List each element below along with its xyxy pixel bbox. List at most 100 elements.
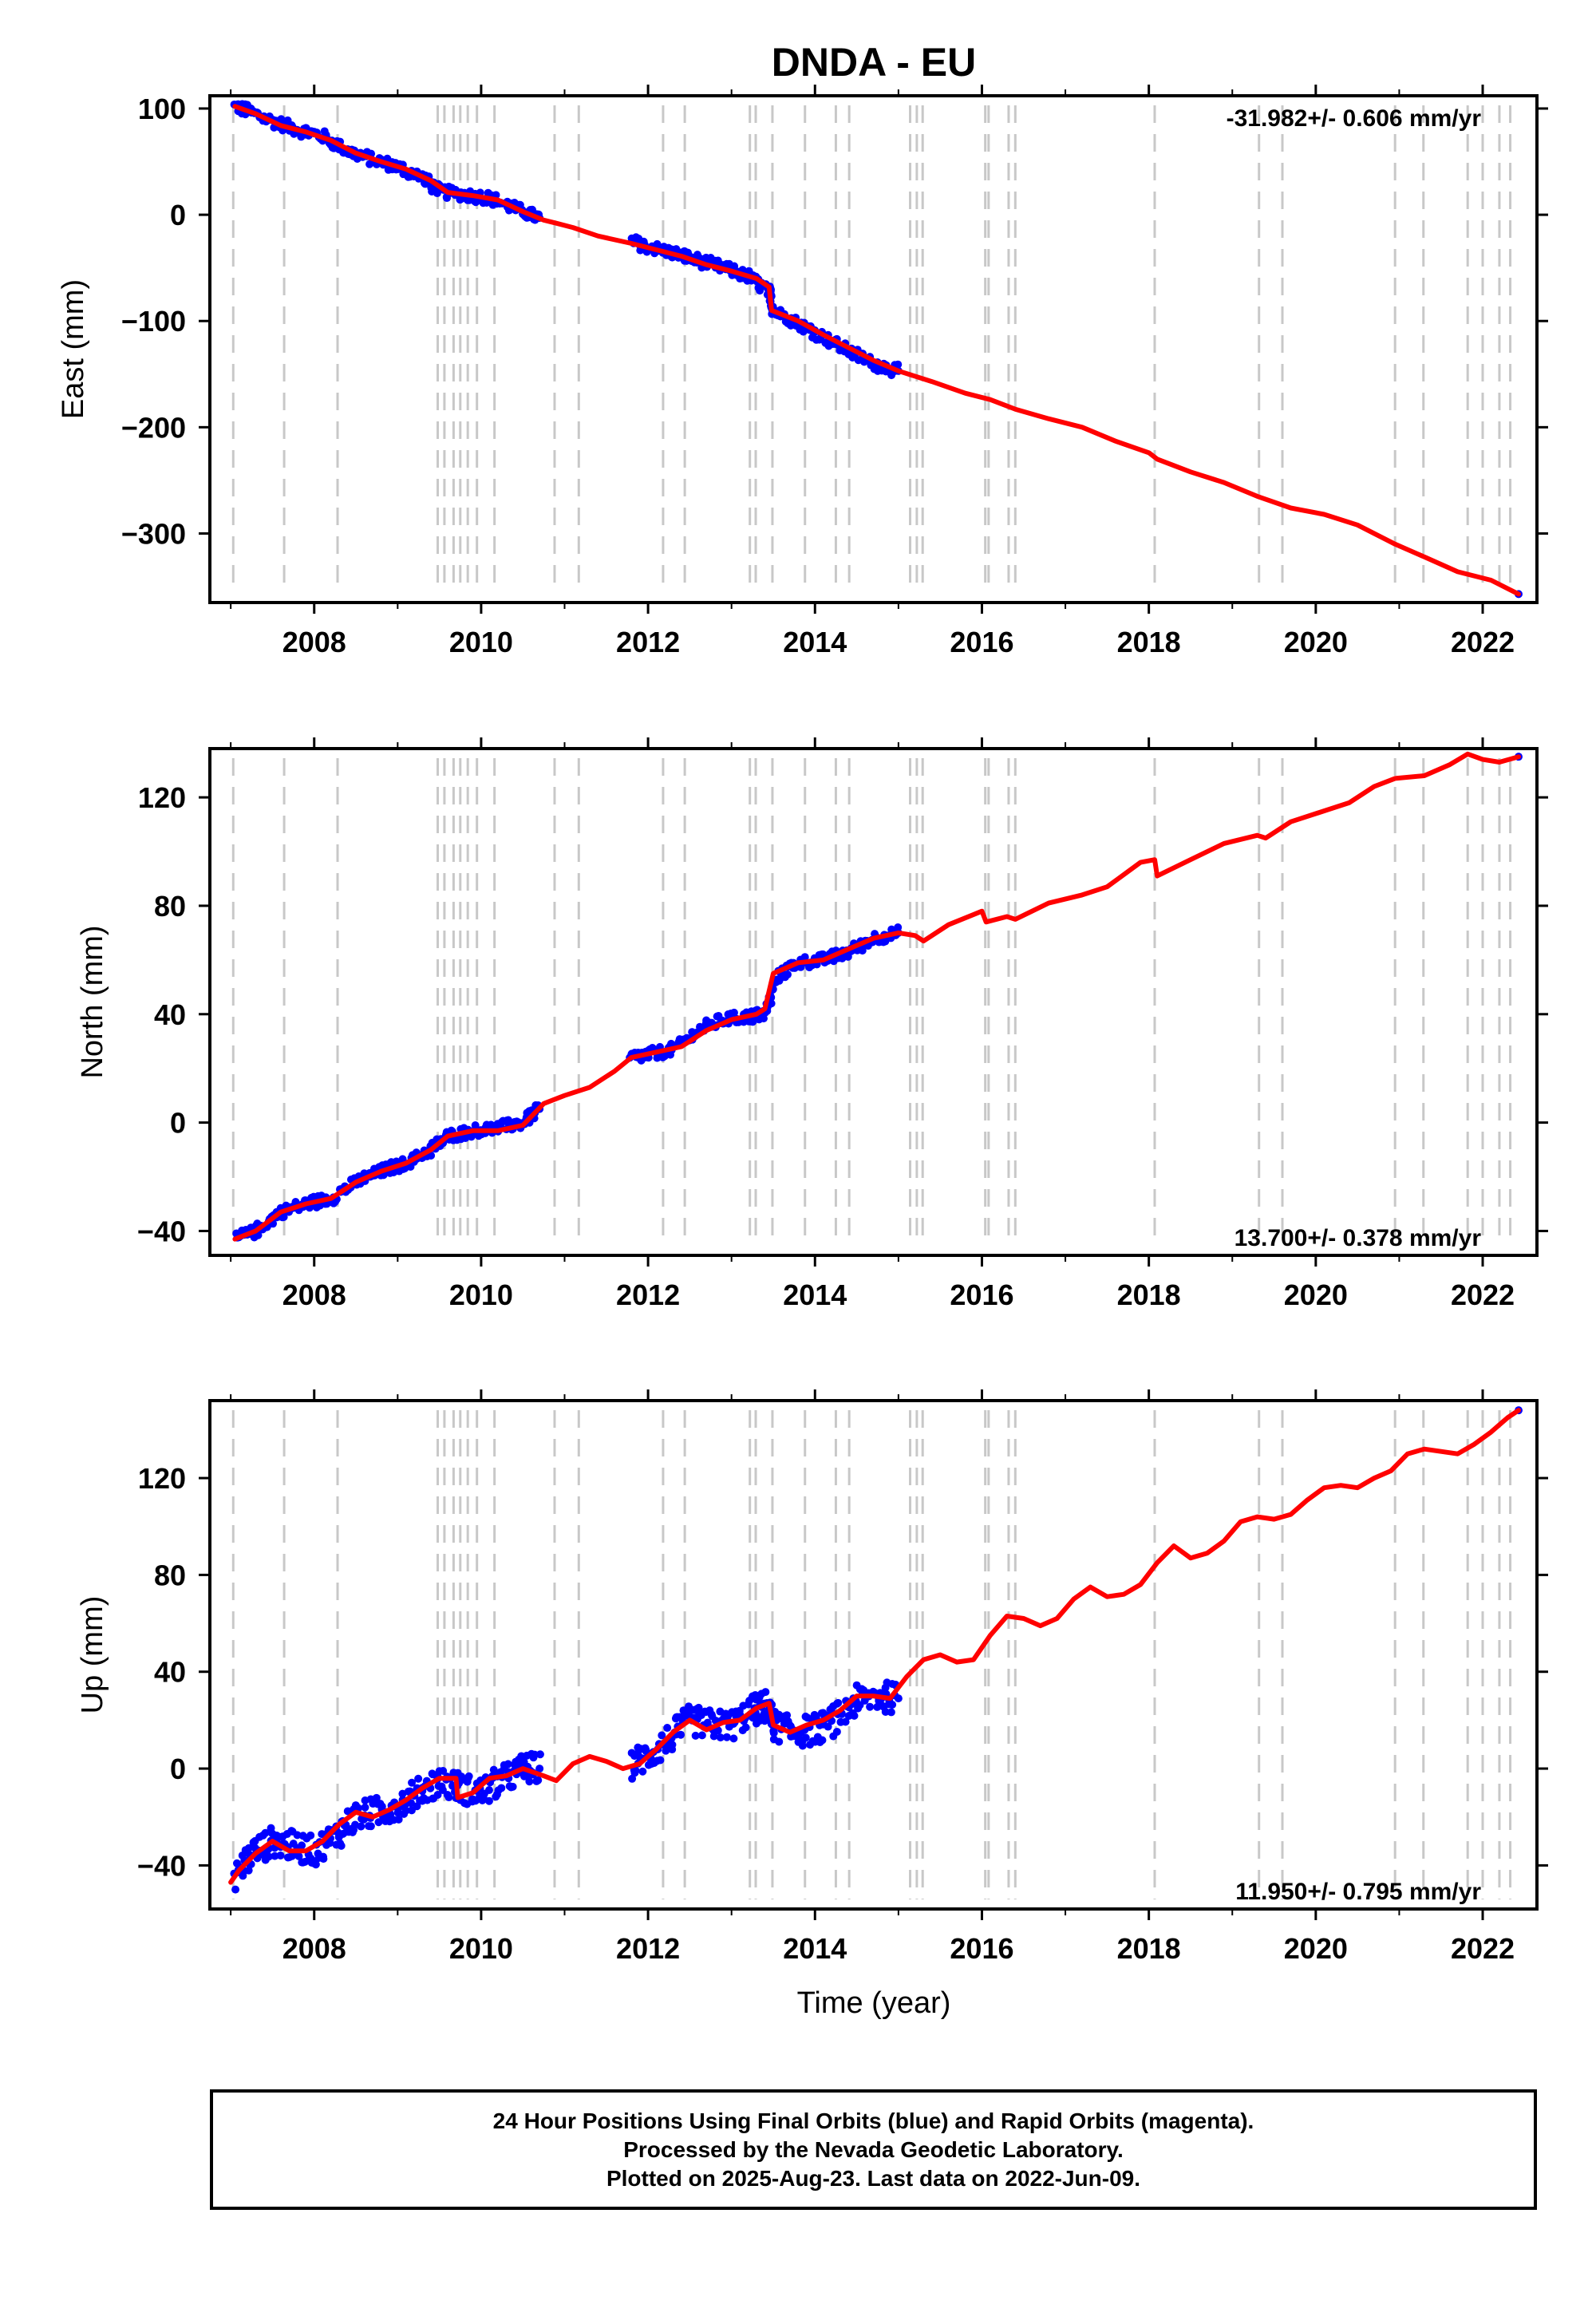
x-tick-label: 2018 <box>1117 1932 1181 1965</box>
final-orbit-point <box>818 950 827 958</box>
final-orbit-point <box>298 1841 306 1850</box>
final-orbit-point <box>769 1729 778 1737</box>
final-orbit-point <box>841 1717 850 1726</box>
panel-east: 2008 2010 2012 2014 2016 2018 2020 2022 100 0 −100… <box>57 85 1548 658</box>
x-tick-label: 2010 <box>449 1279 513 1311</box>
x-tick-label: 2022 <box>1451 1279 1515 1311</box>
final-orbit-point <box>492 1792 500 1801</box>
final-orbit-point <box>894 1694 903 1703</box>
final-orbit-point <box>798 1741 807 1750</box>
final-orbit-point <box>801 1733 810 1742</box>
final-orbit-point <box>414 1774 423 1783</box>
final-orbit-point <box>668 1745 677 1754</box>
final-orbit-point <box>311 1860 320 1869</box>
y-axis-label: Up (mm) <box>76 1596 109 1714</box>
x-tick-label: 2014 <box>783 626 847 658</box>
chart-title: DNDA - EU <box>772 40 976 85</box>
final-orbit-point <box>439 1766 448 1775</box>
y-tick-label: 0 <box>170 199 186 231</box>
final-orbit-point <box>741 1723 750 1732</box>
final-orbit-point <box>866 1702 875 1711</box>
caption-line-2: Processed by the Nevada Geodetic Laborat… <box>623 2136 1124 2162</box>
y-tick-label: −40 <box>137 1215 186 1247</box>
final-orbit-point <box>535 1765 544 1773</box>
x-tick-label: 2022 <box>1451 1932 1515 1965</box>
final-orbit-point <box>401 1806 410 1815</box>
final-orbit-point <box>497 1784 506 1792</box>
final-orbit-point <box>663 1724 672 1733</box>
final-orbit-point <box>709 1732 718 1741</box>
x-axis-label: Time (year) <box>797 1986 951 2020</box>
final-orbit-point <box>276 1851 285 1860</box>
x-tick-label: 2016 <box>950 626 1013 658</box>
x-tick-label: 2020 <box>1284 1279 1348 1311</box>
y-tick-label: 120 <box>138 1462 186 1495</box>
panel-north: 2008 2010 2012 2014 2016 2018 2020 2022 120 80 40 0… <box>76 737 1548 1311</box>
plot-frame <box>208 94 1539 604</box>
final-orbit-point <box>767 999 776 1008</box>
final-orbit-point <box>638 1767 647 1776</box>
final-orbit-point <box>713 1726 722 1735</box>
x-tick-label: 2018 <box>1117 626 1181 658</box>
final-orbit-point <box>630 1769 639 1777</box>
x-tick-label: 2012 <box>616 626 680 658</box>
rate-label: 13.700+/- 0.378 mm/yr <box>1235 1225 1482 1251</box>
final-orbit-point <box>887 1708 895 1717</box>
x-tick-label: 2016 <box>950 1932 1013 1965</box>
x-tick-label: 2008 <box>282 1279 346 1311</box>
final-orbit-point <box>697 1731 706 1740</box>
final-orbit-point <box>398 1789 407 1798</box>
final-orbit-point <box>408 1778 417 1787</box>
model-line <box>232 104 1521 597</box>
final-orbit-point <box>535 1750 544 1759</box>
final-orbit-point <box>264 1852 273 1861</box>
final-orbit-point <box>464 1772 473 1780</box>
x-tick-label: 2014 <box>783 1279 847 1311</box>
x-tick-label: 2008 <box>282 1932 346 1965</box>
final-orbit-point <box>691 1731 700 1740</box>
x-tick-label: 2010 <box>449 626 513 658</box>
y-tick-label: −100 <box>121 305 186 338</box>
final-orbit-point <box>507 1783 516 1792</box>
final-orbit-point <box>894 360 903 369</box>
final-orbit-point <box>716 1733 725 1742</box>
x-tick-label: 2012 <box>616 1932 680 1965</box>
final-orbit-point <box>361 1803 369 1812</box>
final-orbit-point <box>407 1799 416 1808</box>
y-tick-label: −200 <box>121 411 186 444</box>
final-orbit-point <box>357 1822 365 1831</box>
y-tick-label: 40 <box>154 998 186 1031</box>
final-orbit-point <box>729 1734 738 1743</box>
final-orbit-point <box>658 1731 666 1740</box>
y-tick-label: 120 <box>138 781 186 814</box>
caption-line-3: Plotted on 2025-Aug-23. Last data on 202… <box>606 2165 1141 2191</box>
final-orbit-point <box>525 1777 534 1786</box>
x-tick-label: 2012 <box>616 1279 680 1311</box>
y-tick-label: −300 <box>121 517 186 550</box>
final-orbit-point <box>761 1688 770 1697</box>
final-orbit-point <box>824 1722 832 1731</box>
final-orbit-point <box>677 1730 685 1739</box>
caption-box: 24 Hour Positions Using Final Orbits (bl… <box>210 2089 1537 2210</box>
final-orbit-point <box>783 1711 792 1720</box>
final-orbit-point <box>703 1718 712 1727</box>
x-tick-label: 2014 <box>783 1932 847 1965</box>
final-orbit-point <box>294 1852 303 1860</box>
y-axis-label: East (mm) <box>57 279 90 419</box>
caption-line-1: 24 Hour Positions Using Final Orbits (bl… <box>492 2108 1254 2133</box>
final-orbit-point <box>444 1793 453 1802</box>
rate-label: -31.982+/- 0.606 mm/yr <box>1227 105 1482 132</box>
model-line <box>228 1408 1521 1885</box>
x-tick-label: 2020 <box>1284 626 1348 658</box>
final-orbit-point <box>372 1793 381 1802</box>
y-tick-label: 40 <box>154 1656 186 1689</box>
final-orbit-point <box>832 1727 841 1736</box>
x-tick-label: 2016 <box>950 1279 1013 1311</box>
final-orbit-point <box>394 1815 403 1824</box>
x-tick-label: 2018 <box>1117 1279 1181 1311</box>
final-orbit-point <box>261 1828 270 1837</box>
final-orbit-point <box>366 1822 375 1831</box>
x-tick-label: 2010 <box>449 1932 513 1965</box>
final-orbit-point <box>850 1711 859 1720</box>
